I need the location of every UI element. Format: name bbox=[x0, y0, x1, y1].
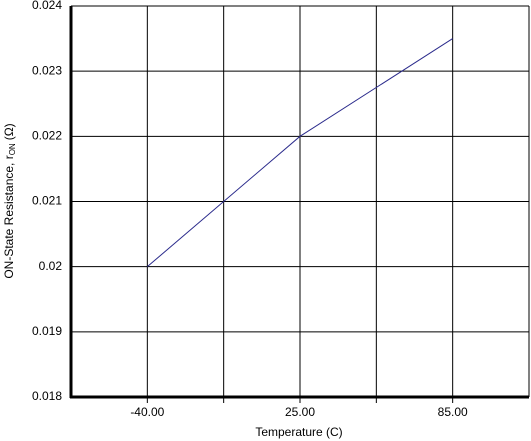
y-tick-label: 0.018 bbox=[32, 389, 62, 403]
y-tick-label: 0.021 bbox=[32, 194, 62, 208]
y-tick-label: 0.023 bbox=[32, 63, 62, 77]
y-tick-label: 0.022 bbox=[32, 129, 62, 143]
x-tick-label: 85.00 bbox=[438, 405, 468, 419]
x-tick-label: 25.00 bbox=[285, 405, 315, 419]
y-tick-label: 0.02 bbox=[39, 259, 63, 273]
y-label-sub: ON bbox=[8, 143, 17, 155]
y-label-main: ON-State Resistance, r bbox=[2, 155, 16, 278]
y-tick-label: 0.024 bbox=[32, 0, 62, 12]
x-axis-label: Temperature (C) bbox=[255, 425, 342, 439]
x-tick-label: -40.00 bbox=[130, 405, 164, 419]
y-label-unit: (Ω) bbox=[2, 123, 16, 140]
data-line bbox=[147, 38, 453, 268]
y-tick-label: 0.019 bbox=[32, 324, 62, 338]
y-axis-label: ON-State Resistance, rON (Ω) bbox=[2, 123, 17, 278]
